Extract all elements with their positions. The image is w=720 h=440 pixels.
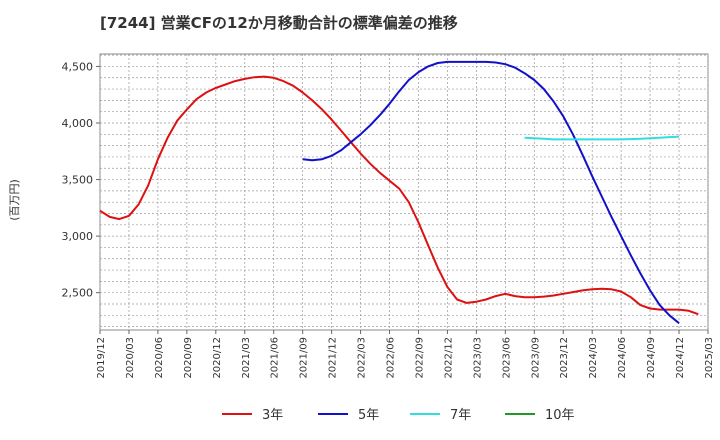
x-tick-label: 2020/12 (212, 337, 223, 379)
y-tick-label: 4,000 (62, 117, 94, 130)
x-tick-label: 2019/12 (96, 337, 107, 379)
x-tick-label: 2021/03 (241, 337, 252, 379)
y-tick-label: 2,500 (62, 287, 94, 300)
x-tick-label: 2024/12 (675, 337, 686, 379)
x-tick-label: 2020/09 (183, 337, 194, 379)
x-tick-label: 2020/06 (154, 337, 165, 379)
x-tick-label: 2022/06 (386, 337, 397, 379)
x-tick-label: 2023/12 (559, 337, 570, 379)
y-tick-label: 4,500 (62, 60, 94, 73)
x-tick-label: 2022/09 (414, 337, 425, 379)
x-tick-label: 2022/03 (357, 337, 368, 379)
series-line-3年 (99, 75, 699, 316)
legend-label: 10年 (545, 408, 575, 423)
y-axis-label: (百万円) (8, 179, 21, 221)
legend-label: 3年 (262, 408, 283, 423)
x-tick-label: 2020/03 (125, 337, 136, 379)
legend-label: 5年 (358, 408, 379, 423)
x-tick-label: 2023/09 (530, 337, 541, 379)
plot-area (99, 53, 709, 331)
x-tick-label: 2024/09 (646, 337, 657, 379)
x-tick-label: 2023/06 (501, 337, 512, 379)
x-tick-label: 2022/12 (443, 337, 454, 379)
x-tick-label: 2021/12 (328, 337, 339, 379)
x-tick-label: 2021/09 (299, 337, 310, 379)
x-tick-label: 2024/03 (588, 337, 599, 379)
series-line-7年 (524, 135, 680, 141)
x-tick-label: 2025/03 (704, 337, 715, 379)
y-tick-label: 3,500 (62, 174, 94, 187)
y-tick-label: 3,000 (62, 230, 94, 243)
x-tick-label: 2024/06 (617, 337, 628, 379)
series-line-5年 (302, 60, 680, 324)
chart-title: [7244] 営業CFの12か月移動合計の標準偏差の推移 (100, 14, 458, 32)
x-tick-label: 2023/03 (472, 337, 483, 379)
x-tick-label: 2021/06 (270, 337, 281, 379)
legend-label: 7年 (450, 408, 471, 423)
